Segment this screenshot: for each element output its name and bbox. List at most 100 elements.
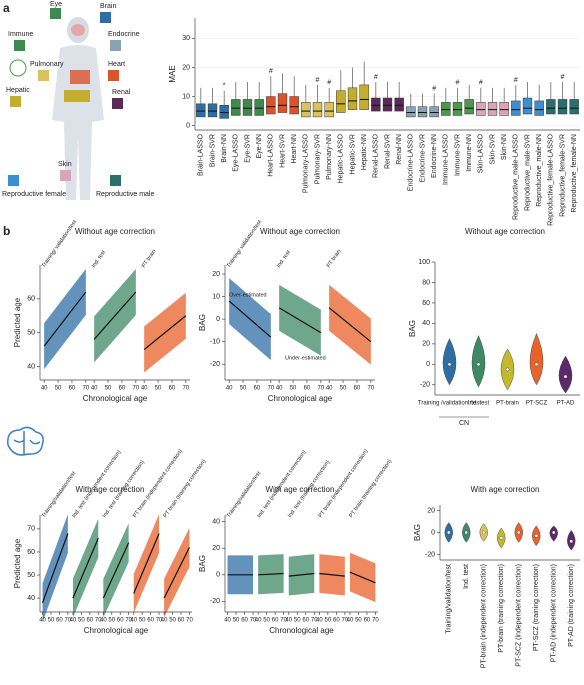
- x-tick-label: Pulmonary-NN: [326, 134, 333, 180]
- panel-name: PT brain: [141, 249, 158, 269]
- x-tick-label: Renal-LASSO: [373, 133, 380, 178]
- x-tick-label: 50: [139, 618, 146, 624]
- x-tick-label: Reproductive_male-SVR: [524, 134, 531, 211]
- y-tick-label: 40: [212, 518, 220, 525]
- x-tick-label: PT-brain (independent correction): [481, 564, 488, 668]
- y-tick-label: 70: [27, 526, 35, 533]
- organ-label: Skin: [58, 161, 72, 168]
- x-tick-label: 60: [119, 386, 126, 392]
- x-axis-label: Chronological age: [269, 626, 334, 635]
- x-tick-label: Skin-SVR: [489, 134, 496, 164]
- organ-label: Endocrine: [108, 31, 140, 38]
- y-axis-label: Predicted age: [13, 538, 22, 588]
- box: [394, 97, 404, 112]
- box: [546, 99, 556, 115]
- x-tick-label: 60: [86, 618, 93, 624]
- box: [557, 99, 568, 115]
- y-tick-label: -20: [420, 382, 430, 389]
- x-tick-label: 50: [78, 618, 85, 624]
- y-tick-label: -20: [210, 598, 220, 605]
- x-tick-label: Brain-LASSO: [198, 133, 205, 176]
- x-tick-label: PT-SCZ: [526, 401, 548, 407]
- x-tick-label: PT-AD (independent correction): [551, 564, 558, 662]
- panel-name: Training/ validation/test: [41, 219, 79, 269]
- x-tick-label: 60: [117, 618, 124, 624]
- box: [207, 103, 218, 118]
- y-tick-label: 20: [212, 271, 220, 278]
- x-tick-label: 50: [325, 618, 332, 624]
- box: [324, 102, 334, 118]
- median-point: [563, 374, 568, 379]
- x-tick-label: Hepatic-LASSO: [338, 133, 345, 183]
- x-axis-label: Chronological age: [268, 394, 333, 403]
- box: [406, 106, 416, 118]
- fit-line: [43, 291, 87, 347]
- x-tick-label: 40: [226, 386, 233, 392]
- x-tick-label: 40: [39, 618, 46, 624]
- x-tick-label: 50: [355, 618, 362, 624]
- x-tick-label: Brain-SVR: [209, 134, 216, 167]
- organ-label: Brain: [100, 3, 116, 10]
- fit-line: [258, 572, 284, 576]
- y-tick-label: 20: [212, 545, 220, 552]
- x-tick-label: Reproductive_female-SVR: [559, 134, 566, 217]
- x-tick-label: Renal-SVR: [384, 134, 391, 169]
- x-tick-label: 40: [224, 618, 231, 624]
- x-tick-label: 70: [125, 618, 132, 624]
- x-axis-label: Chronological age: [83, 394, 148, 403]
- y-tick-label: 0: [186, 122, 190, 129]
- panel-name: PT brain (independent correction): [132, 448, 184, 519]
- x-tick-label: 40: [316, 618, 323, 624]
- box: [289, 96, 299, 115]
- x-tick-label: 60: [56, 618, 63, 624]
- x-tick-label: 70: [95, 618, 102, 624]
- x-tick-label: 60: [304, 386, 311, 392]
- x-tick-label: 70: [317, 386, 324, 392]
- x-tick-label: 40: [255, 618, 262, 624]
- box: [347, 87, 358, 110]
- y-tick-label: 50: [27, 572, 35, 579]
- x-tick-label: 70: [186, 618, 193, 624]
- box: [382, 97, 393, 112]
- fit-line: [102, 542, 130, 599]
- annotation: Under-estimated: [285, 355, 326, 361]
- marker: #: [316, 77, 320, 84]
- y-tick-label: 20: [427, 507, 435, 514]
- x-tick-label: 60: [272, 618, 279, 624]
- y-tick-label: 80: [422, 279, 430, 286]
- x-tick-label: 40: [130, 618, 137, 624]
- y-axis-label: BAG: [198, 314, 207, 331]
- violin: [442, 338, 457, 386]
- box: [196, 103, 206, 118]
- x-tick-label: 50: [108, 618, 115, 624]
- y-tick-label: 60: [422, 300, 430, 307]
- brain-icon: [7, 426, 44, 456]
- x-tick-label: 50: [105, 386, 112, 392]
- chart-title: With age correction: [266, 485, 335, 494]
- y-tick-label: -10: [210, 339, 220, 346]
- organ-label: Pulmonary: [30, 61, 64, 68]
- x-tick-label: 40: [100, 618, 107, 624]
- box: [452, 102, 463, 116]
- x-tick-label: 40: [285, 618, 292, 624]
- x-tick-label: Reproductive_male-NN: [536, 134, 543, 207]
- box: [522, 97, 533, 115]
- x-tick-label: 70: [132, 386, 139, 392]
- x-tick-label: Endocrine-SVR: [419, 134, 426, 182]
- organ-label: Renal: [112, 89, 131, 96]
- x-tick-label: 70: [372, 618, 379, 624]
- fit-line: [41, 533, 69, 603]
- x-tick-label: 60: [302, 618, 309, 624]
- organ-label: Immune: [8, 31, 33, 38]
- x-tick-label: Ind. test: [468, 401, 490, 407]
- organ-label: Hepatic: [6, 87, 30, 94]
- y-axis-label: Predicted age: [13, 297, 22, 347]
- x-tick-label: Eye-SVR: [244, 134, 251, 163]
- x-tick-label: 70: [156, 618, 163, 624]
- x-tick-label: 60: [169, 386, 176, 392]
- x-tick-label: Ind. test: [463, 564, 470, 589]
- median-point: [551, 530, 556, 535]
- median-point: [534, 534, 539, 538]
- x-tick-label: 70: [65, 618, 72, 624]
- y-tick-label: 0: [431, 529, 435, 536]
